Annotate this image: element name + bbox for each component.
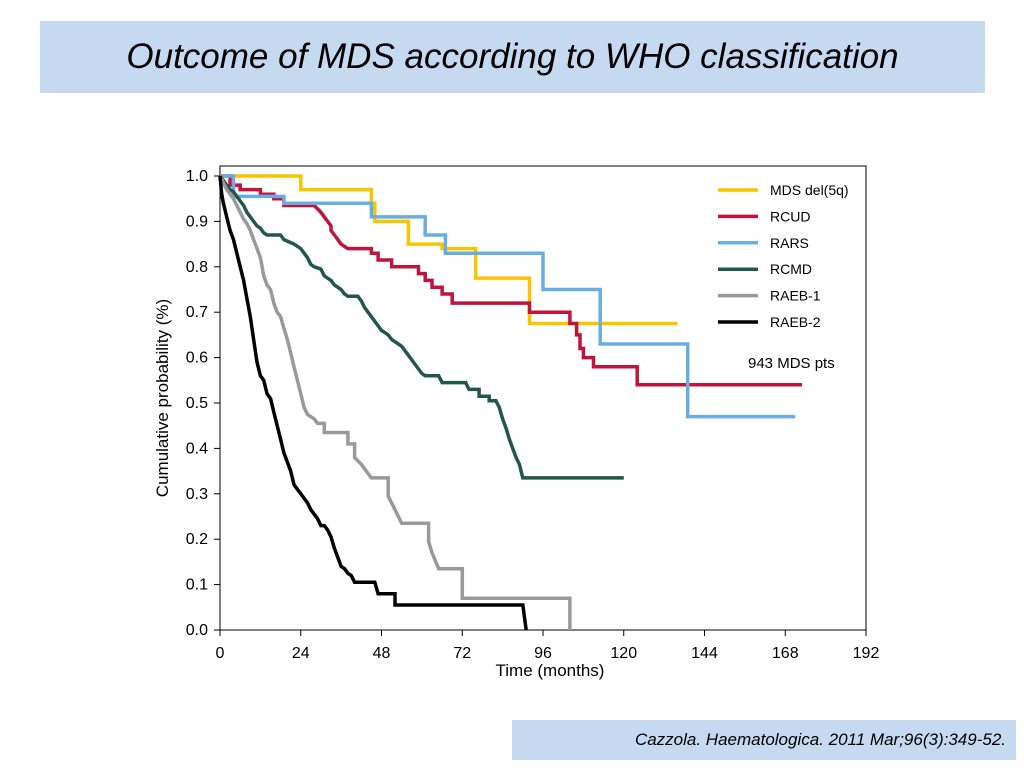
- y-tick-label: 0.9: [186, 213, 208, 230]
- x-tick-label: 144: [691, 645, 718, 662]
- legend-label: RARS: [770, 235, 809, 251]
- x-axis-label: Time (months): [496, 661, 605, 680]
- x-tick-label: 120: [610, 645, 637, 662]
- legend-label: RCUD: [770, 208, 810, 224]
- chart-annotation: 943 MDS pts: [748, 355, 835, 372]
- y-axis: 0.0 0.1 0.2 0.3 0.4 0.5 0.6 0.7 0.8 0.9 1.0: [186, 168, 220, 639]
- y-tick-label: 0.5: [186, 395, 208, 412]
- y-tick-label: 0.6: [186, 350, 208, 367]
- y-tick-label: 0.4: [186, 440, 208, 457]
- survival-chart: 0 24 48 72 96 120 144 168 192 0.0 0.1 0.2 0.3 0.4 0.5…: [0, 0, 1024, 768]
- legend-label: MDS del(5q): [770, 182, 849, 198]
- y-tick-label: 0.1: [186, 577, 208, 594]
- x-tick-label: 24: [292, 645, 310, 662]
- x-tick-label: 48: [373, 645, 391, 662]
- y-tick-label: 0.2: [186, 531, 208, 548]
- legend-label: RCMD: [770, 261, 812, 277]
- legend-label: RAEB-1: [770, 288, 821, 304]
- x-tick-label: 192: [853, 645, 880, 662]
- y-tick-label: 0.3: [186, 486, 208, 503]
- x-tick-label: 96: [534, 645, 552, 662]
- y-axis-label: Cumulative probability (%): [153, 299, 172, 497]
- y-tick-label: 0.7: [186, 304, 208, 321]
- legend-label: RAEB-2: [770, 314, 821, 330]
- citation-box: Cazzola. Haematologica. 2011 Mar;96(3):3…: [512, 720, 1016, 760]
- x-axis: 0 24 48 72 96 120 144 168 192: [216, 630, 880, 662]
- y-tick-label: 1.0: [186, 168, 208, 185]
- y-tick-label: 0.8: [186, 259, 208, 276]
- x-tick-label: 0: [216, 645, 225, 662]
- y-tick-label: 0.0: [186, 622, 208, 639]
- x-tick-label: 168: [772, 645, 799, 662]
- x-tick-label: 72: [453, 645, 471, 662]
- citation-text: Cazzola. Haematologica. 2011 Mar;96(3):3…: [635, 730, 1016, 750]
